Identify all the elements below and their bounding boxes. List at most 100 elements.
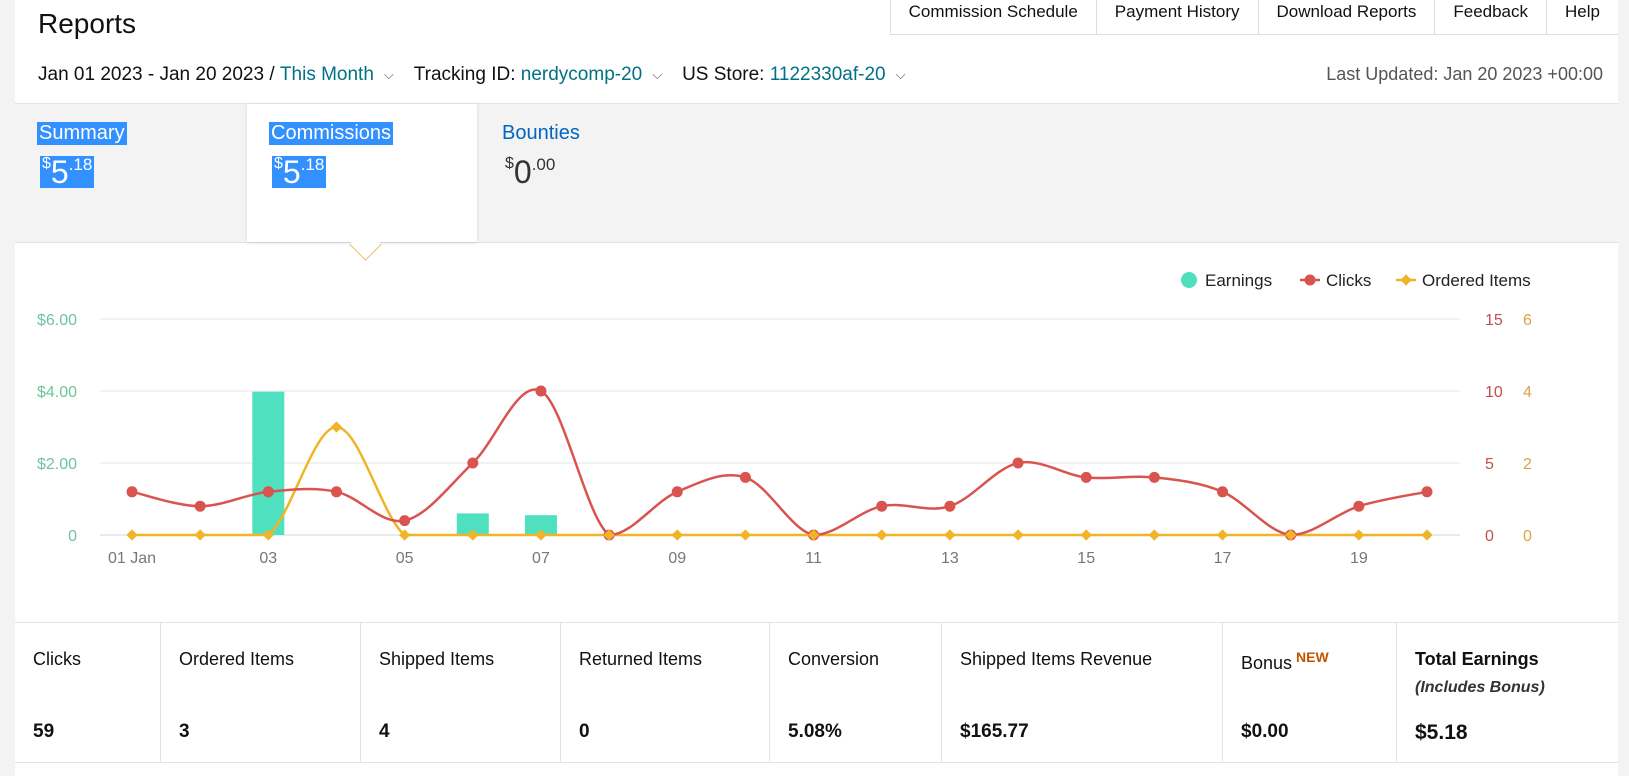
earnings-bar	[524, 515, 557, 535]
x-tick-label: 15	[1077, 550, 1095, 567]
x-tick-label: 19	[1350, 550, 1368, 567]
feedback-link[interactable]: Feedback	[1435, 0, 1548, 34]
y-right2-tick-label: 0	[1523, 528, 1532, 545]
ordered-items-point	[126, 529, 138, 541]
ordered-items-point	[1421, 529, 1433, 541]
tab-summary-label: Summary	[37, 122, 127, 145]
stat-value: 4	[379, 721, 390, 742]
ordered-items-point	[807, 529, 820, 541]
ordered-items-point	[944, 529, 956, 541]
x-tick-label: 03	[259, 550, 277, 567]
legend-ordered-items-marker	[1400, 274, 1412, 286]
date-range: Jan 01 2023 - Jan 20 2023 /	[38, 64, 275, 85]
help-link[interactable]: Help	[1565, 2, 1600, 21]
ordered-items-point	[330, 421, 343, 433]
bonus-label-text: Bonus	[1241, 653, 1293, 673]
stat-label: Shipped Items	[379, 649, 495, 669]
top-nav: Commission Schedule Payment History Down…	[889, 0, 1618, 35]
stat-ordered-items: Ordered Items 3	[161, 623, 361, 762]
y-right2-tick-label: 2	[1523, 456, 1532, 473]
tracking-id-selector[interactable]: nerdycomp-20	[520, 64, 643, 85]
stats-bar: Clicks 59 Ordered Items 3 Shipped Items …	[15, 622, 1618, 763]
summary-amount: $5.18	[40, 154, 95, 190]
clicks-point	[671, 486, 683, 498]
stat-label: Returned Items	[579, 649, 703, 669]
ordered-items-point	[1012, 529, 1024, 541]
chevron-down-icon[interactable]: ⌵	[383, 67, 394, 82]
chevron-down-icon[interactable]: ⌵	[652, 67, 663, 82]
clicks-point	[1353, 500, 1365, 512]
clicks-point	[399, 515, 411, 527]
stat-conversion: Conversion 5.08%	[770, 623, 942, 762]
x-tick-label: 07	[532, 550, 550, 567]
stat-value: 59	[33, 721, 55, 742]
tab-bounties[interactable]: Bounties $0.00	[480, 104, 710, 242]
payment-history-link[interactable]: Payment History	[1097, 0, 1259, 34]
amount-integer: 0	[513, 154, 532, 190]
new-badge: NEW	[1296, 649, 1329, 665]
amount-decimal: .00	[531, 155, 556, 174]
reports-page: Reports Commission Schedule Payment Hist…	[15, 0, 1618, 776]
store-selector[interactable]: 1122330af-20	[769, 64, 886, 85]
ordered-items-point	[1148, 529, 1161, 541]
amount-integer: 5	[282, 154, 301, 190]
y-left-tick-label: 0	[68, 528, 77, 545]
y-right-tick-label: 15	[1485, 312, 1503, 329]
bounties-amount: $0.00	[505, 154, 556, 190]
clicks-point	[467, 457, 479, 469]
ordered-items-line	[132, 425, 1427, 537]
x-tick-label: 01 Jan	[108, 550, 156, 567]
commission-schedule-link[interactable]: Commission Schedule	[891, 0, 1097, 34]
stat-value: $165.77	[960, 721, 1029, 742]
amount-decimal: .18	[68, 155, 93, 174]
stat-label: Bonus NEW	[1241, 649, 1329, 674]
ordered-items-point	[671, 529, 683, 541]
currency-symbol: $	[274, 155, 283, 172]
clicks-point	[1421, 486, 1433, 498]
stat-value: 5.08%	[788, 721, 842, 742]
store-label: US Store:	[682, 64, 765, 85]
download-reports-link[interactable]: Download Reports	[1259, 0, 1436, 34]
ordered-items-point	[398, 529, 411, 541]
stat-value: $0.00	[1241, 721, 1289, 742]
legend-clicks-marker	[1304, 274, 1316, 286]
clicks-point	[194, 500, 206, 512]
clicks-point	[262, 486, 274, 498]
stat-shipped-items: Shipped Items 4	[361, 623, 561, 762]
stat-sublabel: (Includes Bonus)	[1415, 679, 1545, 696]
last-updated: Last Updated: Jan 20 2023 +00:00	[1326, 64, 1603, 84]
y-left-tick-label: $6.00	[37, 312, 77, 329]
legend-earnings-label: Earnings	[1205, 271, 1272, 290]
clicks-point	[1080, 471, 1092, 483]
stat-returned-items: Returned Items 0	[561, 623, 770, 762]
commissions-amount: $5.18	[272, 154, 327, 190]
stat-total-earnings: Total Earnings (Includes Bonus) $5.18	[1397, 623, 1618, 762]
ordered-items-point	[262, 529, 274, 541]
filter-bar: Jan 01 2023 - Jan 20 2023 / This Month ⌵…	[38, 64, 925, 86]
y-right2-tick-label: 4	[1523, 384, 1532, 401]
x-tick-label: 17	[1214, 550, 1232, 567]
stat-value: 3	[179, 721, 190, 742]
clicks-point	[1217, 486, 1229, 498]
ordered-items-point	[1216, 529, 1229, 541]
clicks-point	[330, 486, 342, 498]
legend-clicks-label: Clicks	[1326, 271, 1371, 290]
ordered-items-point	[467, 529, 479, 541]
tab-commissions[interactable]: Commissions $5.18	[247, 104, 477, 242]
stat-shipped-revenue: Shipped Items Revenue $165.77	[942, 623, 1223, 762]
tab-summary[interactable]: Summary $5.18	[15, 104, 247, 242]
amount-integer: 5	[50, 154, 69, 190]
ordered-items-point	[603, 529, 615, 541]
x-tick-label: 13	[941, 550, 959, 567]
stat-label: Clicks	[33, 649, 81, 669]
tab-bounties-label: Bounties	[502, 122, 580, 144]
period-selector[interactable]: This Month	[279, 64, 374, 85]
chevron-down-icon[interactable]: ⌵	[895, 67, 906, 82]
stat-label: Ordered Items	[179, 649, 295, 669]
currency-symbol: $	[505, 155, 514, 172]
y-right2-tick-label: 6	[1523, 312, 1532, 329]
stat-clicks: Clicks 59	[15, 623, 161, 762]
y-right-tick-label: 5	[1485, 456, 1494, 473]
tab-commissions-label: Commissions	[269, 122, 394, 145]
